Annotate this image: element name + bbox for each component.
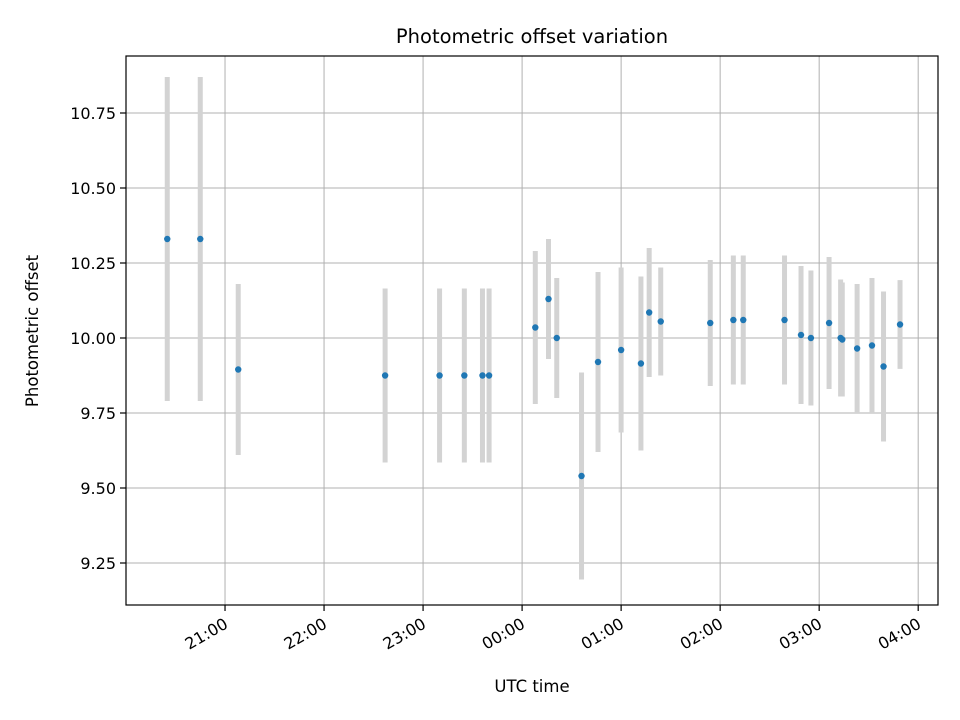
data-point xyxy=(617,346,625,354)
data-point xyxy=(730,316,737,324)
data-point xyxy=(853,345,861,352)
x-axis-label: UTC time xyxy=(494,677,569,696)
data-point xyxy=(839,336,846,343)
y-tick-label: 10.75 xyxy=(70,104,116,123)
data-point xyxy=(797,331,805,339)
data-point xyxy=(740,316,747,324)
data-point xyxy=(578,472,585,480)
data-point xyxy=(868,342,876,349)
data-point xyxy=(235,366,242,373)
data-point xyxy=(637,360,645,367)
data-point xyxy=(645,309,653,316)
data-point xyxy=(197,235,204,243)
data-point xyxy=(553,334,560,342)
data-point xyxy=(825,319,833,327)
data-point xyxy=(479,372,486,379)
data-point xyxy=(532,324,539,331)
data-point xyxy=(461,372,468,379)
y-tick-label: 10.50 xyxy=(70,179,116,198)
y-axis-label: Photometric offset xyxy=(23,254,42,407)
data-points xyxy=(164,235,904,480)
data-point xyxy=(164,235,171,243)
y-tick-label: 10.25 xyxy=(70,254,116,273)
data-point xyxy=(657,318,664,325)
data-point xyxy=(436,372,443,379)
y-axis: 9.25 9.50 9.75 10.00 10.25 10.50 10.75 xyxy=(70,104,126,573)
data-point xyxy=(594,358,602,366)
data-point xyxy=(781,316,788,324)
data-point xyxy=(807,334,815,342)
chart-title: Photometric offset variation xyxy=(396,25,668,48)
data-point xyxy=(880,363,887,370)
data-point xyxy=(381,372,389,379)
y-tick-label: 9.75 xyxy=(80,404,116,423)
y-tick-label: 9.50 xyxy=(80,479,116,498)
data-point xyxy=(485,372,493,379)
y-tick-label: 9.25 xyxy=(80,554,116,573)
data-point xyxy=(707,319,714,327)
y-tick-label: 10.00 xyxy=(70,329,116,348)
grid xyxy=(126,56,938,605)
plot-frame xyxy=(125,55,939,606)
data-point xyxy=(545,295,552,303)
data-point xyxy=(896,321,904,328)
